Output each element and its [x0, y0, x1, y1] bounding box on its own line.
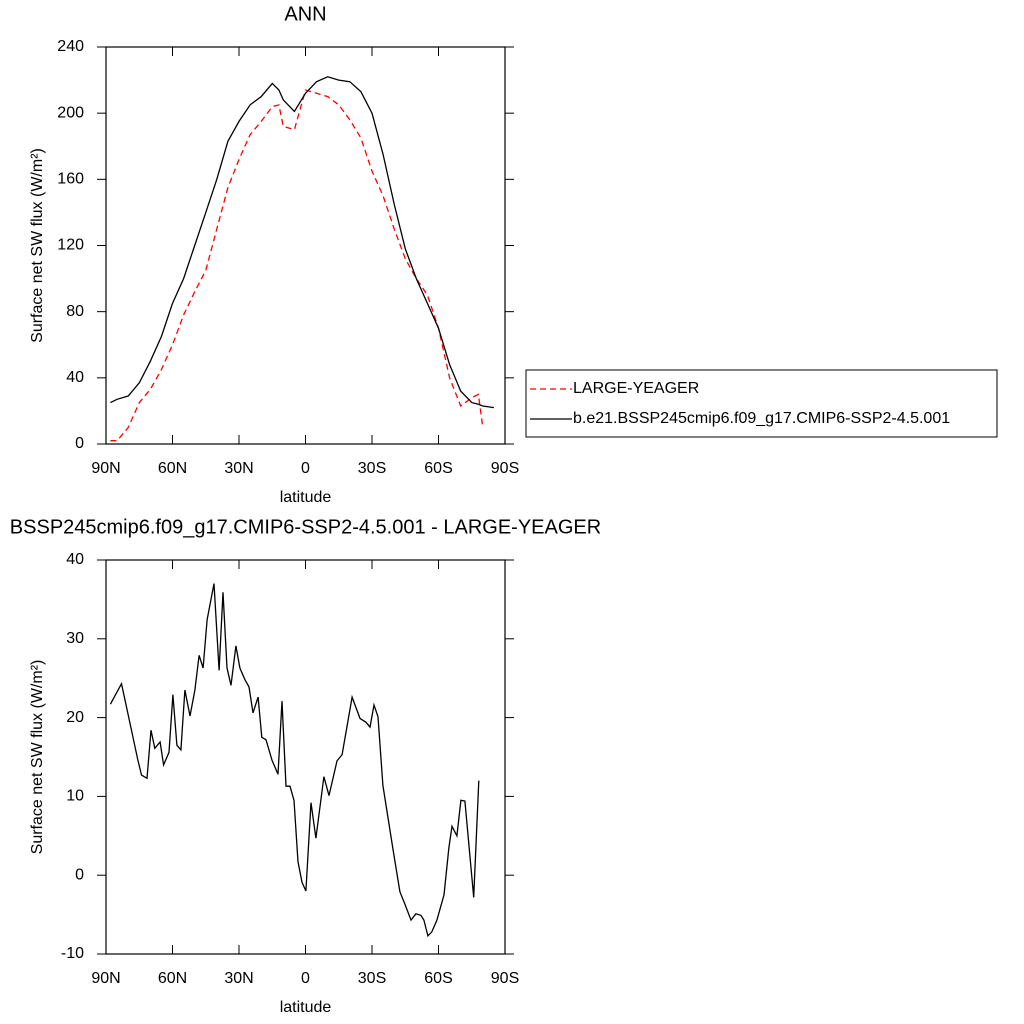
y-tick-label: 10	[66, 788, 84, 805]
x-tick-label: 30S	[358, 460, 386, 477]
plot-frame	[105, 46, 506, 445]
y-axis-label: Surface net SW flux (W/m²)	[29, 660, 46, 855]
chart-title: ANN	[284, 3, 326, 25]
x-tick-label: 60S	[424, 970, 452, 987]
data-line	[110, 76, 494, 409]
y-tick-label: 240	[57, 38, 84, 55]
x-tick-label: 60N	[158, 970, 187, 987]
x-tick-label: 0	[301, 460, 310, 477]
y-tick-label: 160	[57, 171, 84, 188]
x-tick-label: 30S	[358, 970, 386, 987]
y-tick-label: 0	[75, 866, 84, 883]
x-axis-label: latitude	[280, 999, 332, 1016]
data-line	[110, 89, 484, 442]
y-tick-label: 200	[57, 104, 84, 121]
data-line	[109, 583, 480, 938]
y-tick-label: 40	[66, 369, 84, 386]
y-tick-label: 40	[66, 551, 84, 568]
y-tick-label: 30	[66, 630, 84, 647]
x-tick-label: 60N	[158, 460, 187, 477]
legend: LARGE-YEAGER b.e21.BSSP245cmip6.f09_g17.C…	[525, 369, 998, 438]
chart-title: BSSP245cmip6.f09_g17.CMIP6-SSP2-4.5.001 …	[10, 516, 601, 538]
legend-box	[525, 369, 998, 438]
x-tick-label: 90S	[491, 460, 519, 477]
y-tick-label: 120	[57, 237, 84, 254]
y-tick-label: 0	[75, 435, 84, 452]
x-tick-label: 60S	[424, 460, 452, 477]
y-tick-label: -10	[61, 945, 84, 962]
x-tick-label: 90N	[91, 460, 120, 477]
x-tick-label: 0	[301, 970, 310, 987]
x-tick-label: 90S	[491, 970, 519, 987]
x-tick-label: 90N	[91, 970, 120, 987]
legend-label: LARGE-YEAGER	[573, 380, 699, 397]
y-tick-label: 80	[66, 303, 84, 320]
x-tick-label: 30N	[224, 460, 253, 477]
x-axis-label: latitude	[280, 489, 332, 506]
y-tick-label: 20	[66, 709, 84, 726]
plot-frame	[105, 559, 506, 955]
x-tick-label: 30N	[224, 970, 253, 987]
legend-label: b.e21.BSSP245cmip6.f09_g17.CMIP6-SSP2-4.…	[573, 410, 950, 427]
y-axis-label: Surface net SW flux (W/m²)	[29, 148, 46, 343]
